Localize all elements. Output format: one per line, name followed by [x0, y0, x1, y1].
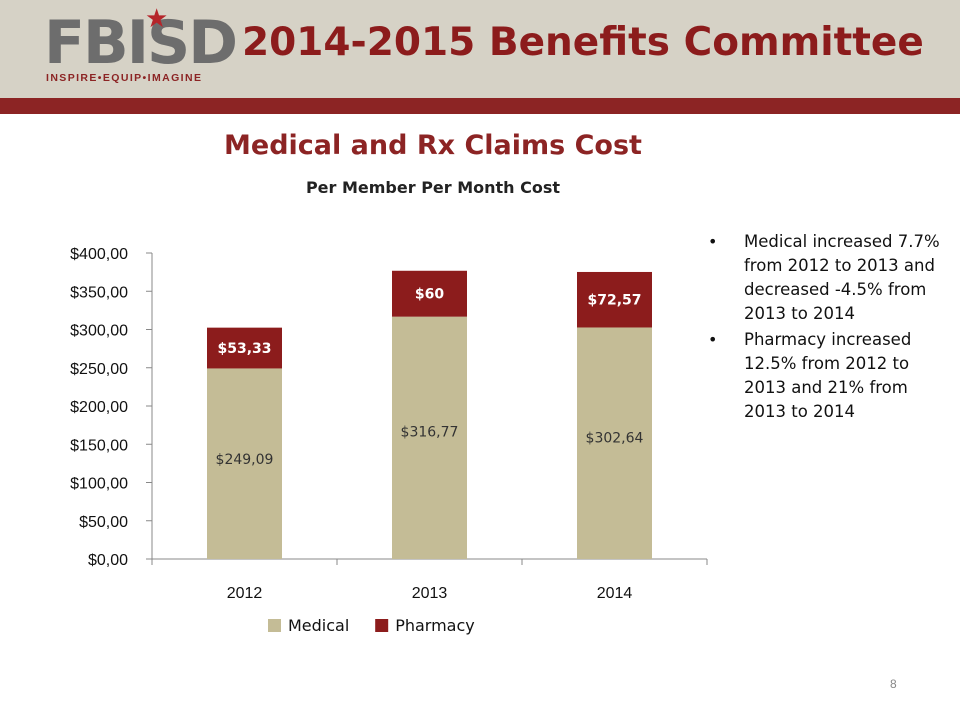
legend-swatch-pharmacy	[375, 619, 389, 632]
stacked-bar-chart: $0,00 $50,00 $100,00 $150,00 $200,00 $250,00 $…	[70, 246, 708, 635]
data-label: $302,64	[586, 430, 644, 446]
bullet-item: • Medical increased 7.7% from 2012 to 201…	[708, 230, 944, 326]
bar-pharmacy-2012	[207, 327, 282, 369]
data-label: $53,33	[217, 341, 271, 357]
y-tick-label: $250,00	[70, 361, 128, 378]
chart-title: Medical and Rx Claims Cost	[224, 130, 642, 161]
bar-medical-2013	[392, 316, 467, 559]
chart-subtitle: Per Member Per Month Cost	[305, 178, 561, 197]
bar-pharmacy-2013	[392, 270, 467, 317]
y-tick-label: $300,00	[70, 323, 128, 340]
summary-bullets: • Medical increased 7.7% from 2012 to 201…	[708, 230, 944, 426]
legend-label: Medical	[288, 616, 349, 635]
y-tick-label: $200,00	[70, 399, 128, 416]
data-label: $72,57	[587, 293, 641, 309]
bullet-item: • Pharmacy increased 12.5% from 2012 to 2…	[708, 328, 944, 424]
x-tick-label: 2012	[227, 585, 263, 602]
data-label: $249,09	[216, 452, 274, 468]
logo-wordmark: FBISD	[44, 8, 238, 78]
bullet-text: Pharmacy increased 12.5% from 2012 to 20…	[744, 330, 912, 421]
page-number: 8	[890, 677, 897, 691]
header-band	[0, 0, 960, 98]
header-accent-bar	[0, 98, 960, 114]
bullet-icon: •	[708, 330, 718, 349]
data-label: $316,77	[401, 425, 459, 441]
star-icon: ★	[145, 4, 169, 34]
x-tick-label: 2013	[412, 585, 448, 602]
bar-medical-2014	[577, 327, 652, 559]
bar-medical-2012	[207, 368, 282, 559]
x-tick-label: 2014	[597, 585, 633, 602]
bullet-icon: •	[708, 232, 718, 251]
y-tick-label: $0,00	[88, 552, 128, 569]
bullet-text: Medical increased 7.7% from 2012 to 2013…	[744, 232, 940, 323]
y-tick-label: $100,00	[70, 476, 128, 493]
legend-label: Pharmacy	[395, 616, 475, 635]
y-tick-label: $150,00	[70, 437, 128, 454]
slide-title: 2014-2015 Benefits Committee	[242, 20, 924, 65]
bar-pharmacy-2014	[577, 271, 652, 328]
legend-swatch-medical	[268, 619, 281, 632]
fbisd-logo: FBISD ★ INSPIRE•EQUIP•IMAGINE	[44, 4, 238, 90]
y-tick-label: $350,00	[70, 284, 128, 301]
data-label: $60	[415, 287, 444, 303]
y-tick-label: $50,00	[79, 514, 128, 531]
y-tick-label: $400,00	[70, 246, 128, 263]
logo-tagline: INSPIRE•EQUIP•IMAGINE	[46, 72, 203, 84]
